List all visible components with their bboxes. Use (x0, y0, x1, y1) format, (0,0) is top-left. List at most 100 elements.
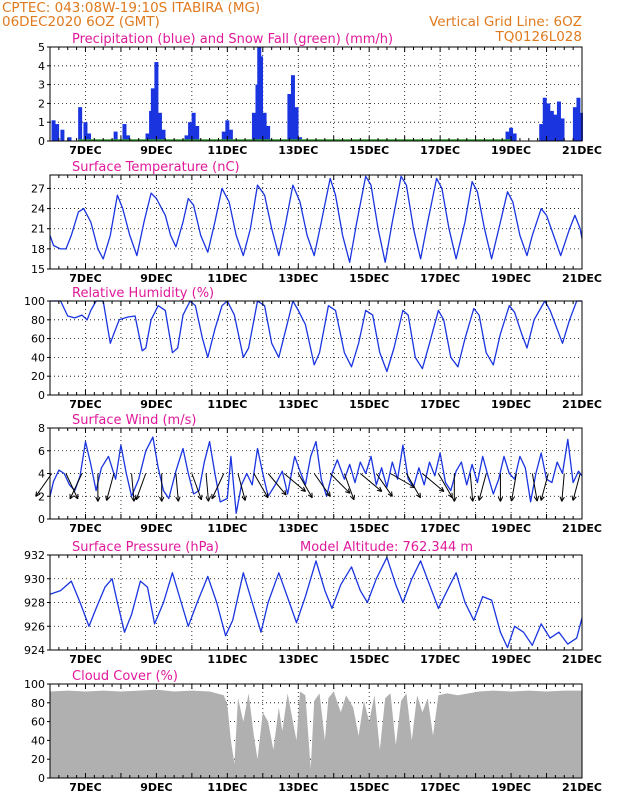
wind-arrow-head (105, 495, 108, 501)
y-tick-label: 4 (38, 468, 45, 481)
wind-arrow-head (497, 496, 501, 502)
x-tick-label: 21DEC (562, 522, 602, 535)
precip-bar (505, 131, 510, 141)
x-tick-label: 17DEC (420, 781, 460, 794)
wind-arrow-head (511, 496, 515, 502)
wind-arrow (35, 473, 53, 497)
y-tick-label: 924 (24, 644, 45, 657)
panel-title: Relative Humidity (%) (72, 286, 214, 301)
wind-arrow-head (284, 489, 287, 496)
wind-arrow (329, 473, 351, 494)
y-tick-label: 21 (31, 223, 45, 236)
precip-bar (78, 107, 83, 141)
wind-arrow (106, 473, 115, 501)
precip-bar (262, 112, 267, 141)
wind-arrow-head (572, 496, 577, 501)
precip-bar (51, 120, 56, 141)
precip-bar (556, 101, 561, 141)
x-tick-label: 21DEC (562, 398, 602, 411)
wind-arrow-head (197, 495, 202, 501)
y-tick-label: 5 (38, 41, 45, 54)
wind-arrow (422, 473, 445, 492)
x-tick-label: 19DEC (491, 781, 531, 794)
wind-arrow-head (350, 495, 355, 501)
wind-arrow-head (536, 496, 540, 502)
wind-arrow (572, 473, 581, 501)
header-line-2: 06DEC2020 6OZ (GMT) (2, 14, 160, 30)
y-tick-label: 20 (31, 370, 45, 383)
wind-arrow-head (200, 494, 203, 500)
x-tick-label: 13DEC (278, 522, 318, 535)
wind-arrow (175, 473, 179, 502)
x-tick-label: 11DEC (207, 144, 247, 157)
x-tick-label: 7DEC (69, 781, 101, 794)
wind-arrow (360, 473, 383, 492)
y-tick-label: 100 (24, 295, 45, 308)
precip-bar (67, 137, 72, 141)
x-tick-label: 13DEC (278, 781, 318, 794)
x-tick-label: 7DEC (69, 272, 101, 285)
wind-arrow-head (281, 492, 287, 496)
y-tick-label: 60 (31, 333, 45, 346)
wind-arrow (406, 473, 421, 498)
x-tick-label: 17DEC (420, 398, 460, 411)
x-tick-label: 17DEC (420, 653, 460, 666)
x-tick-label: 21DEC (562, 781, 602, 794)
precip-bar (221, 131, 226, 141)
precip-bar (113, 131, 118, 141)
precip-bar (251, 112, 256, 141)
series-line (49, 175, 583, 263)
wind-arrow-head (416, 494, 421, 499)
precip-bar (512, 133, 517, 141)
x-tick-label: 7DEC (69, 398, 101, 411)
precip-bar (572, 107, 577, 141)
header-grid-note: Vertical Grid Line: 6OZ (429, 14, 582, 30)
wind-arrow (313, 473, 331, 497)
precip-bar (87, 133, 92, 141)
x-tick-label: 7DEC (69, 653, 101, 666)
precip-bar (195, 125, 200, 141)
y-tick-label: 18 (31, 243, 45, 256)
wind-arrow-head (345, 491, 351, 494)
precip-bar (560, 118, 565, 141)
wind-arrow-head (175, 496, 179, 502)
precip-bar (259, 56, 264, 141)
x-tick-label: 11DEC (207, 272, 247, 285)
x-tick-label: 11DEC (207, 522, 247, 535)
y-tick-label: 926 (24, 620, 45, 633)
wind-arrow-head (205, 496, 209, 502)
wind-arrow-head (469, 496, 474, 502)
precip-bar (126, 135, 131, 141)
precip-bar (191, 112, 196, 141)
wind-arrow-head (35, 493, 41, 497)
panel-title: Cloud Cover (%) (72, 669, 178, 684)
y-tick-label: 2 (38, 97, 45, 110)
wind-arrow (205, 473, 209, 502)
header-code: TQ0126L028 (495, 29, 582, 45)
precip-bar (188, 122, 193, 141)
wind-arrow-head (208, 496, 211, 502)
wind-arrow-head (97, 496, 101, 502)
wind-arrow-head (106, 496, 111, 501)
x-tick-label: 19DEC (491, 653, 531, 666)
wind-arrow-head (379, 486, 383, 492)
y-tick-label: 0 (38, 389, 45, 402)
wind-arrow (561, 473, 565, 502)
precip-bar (161, 129, 166, 141)
wind-arrow-head (35, 491, 38, 497)
wind-arrow-head (533, 496, 538, 502)
wind-arrow (531, 473, 538, 502)
x-tick-label: 19DEC (491, 398, 531, 411)
x-tick-label: 9DEC (140, 144, 172, 157)
wind-arrow-head (211, 495, 217, 500)
y-tick-label: 80 (31, 697, 45, 710)
precip-bar (150, 88, 155, 141)
wind-arrow-head (135, 494, 137, 500)
x-tick-label: 21DEC (562, 144, 602, 157)
y-tick-label: 24 (31, 203, 45, 216)
x-tick-label: 9DEC (140, 398, 172, 411)
x-tick-label: 15DEC (349, 522, 389, 535)
wind-arrow-head (540, 496, 545, 501)
wind-arrow-head (438, 489, 444, 492)
